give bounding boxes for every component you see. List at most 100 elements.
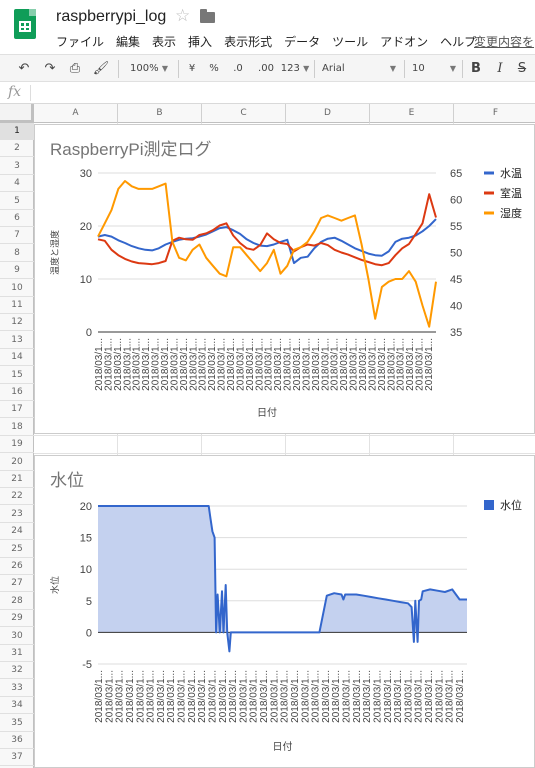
column-header-a[interactable]: A [34, 104, 118, 123]
row-header[interactable]: 21 [0, 471, 34, 488]
row-header[interactable]: 34 [0, 697, 34, 715]
undo-icon[interactable]: ↶ [18, 61, 30, 76]
x-tick-label: 2018/03/1... [311, 338, 322, 391]
folder-icon[interactable] [200, 9, 215, 23]
y-tick-label: 30 [80, 168, 92, 180]
row-header[interactable]: 36 [0, 732, 34, 749]
row-header[interactable]: 29 [0, 610, 34, 628]
row-header[interactable]: 22 [0, 488, 34, 506]
row-header[interactable]: 17 [0, 401, 34, 419]
y-tick-label: 5 [86, 596, 92, 608]
column-header-b[interactable]: B [118, 104, 202, 123]
column-header-e[interactable]: E [370, 104, 454, 123]
y-tick-label: 20 [80, 221, 92, 233]
menu-data[interactable]: データ [284, 35, 321, 49]
font-value: Arial [322, 63, 345, 74]
toolbar: ↶ ↷ ⎙ 🖌 100% ▼ ¥ % .0 .00 123 ▼ Arial ▼ 1… [0, 54, 535, 82]
chart-water-level[interactable]: 水位 -5 0 5 10 15 20 水位 日付 2018/03/1... 2018/03/1...… [34, 455, 535, 768]
row-header[interactable]: 7 [0, 227, 34, 245]
font-size-value: 10 [412, 63, 425, 74]
star-icon[interactable]: ☆ [175, 6, 191, 26]
more-formats-select[interactable]: 123 ▼ [280, 59, 310, 79]
decrease-decimal-button[interactable]: .0 [233, 63, 243, 74]
row-header[interactable]: 13 [0, 332, 34, 349]
row-header[interactable]: 12 [0, 314, 34, 332]
x-tick-label: 2018/03/1... [445, 670, 456, 723]
print-icon[interactable]: ⎙ [69, 61, 81, 76]
menu-format[interactable]: 表示形式 [224, 35, 273, 49]
row-header[interactable]: 23 [0, 506, 34, 523]
chart-title: RaspberryPi測定ログ [50, 140, 212, 159]
row-header[interactable]: 37 [0, 749, 34, 767]
row-header[interactable]: 25 [0, 541, 34, 558]
row-header[interactable]: 6 [0, 210, 34, 227]
row-header[interactable]: 30 [0, 628, 34, 645]
redo-icon[interactable]: ↷ [44, 61, 56, 76]
x-axis-title: 日付 [257, 406, 277, 419]
menu-edit[interactable]: 編集 [116, 35, 141, 49]
font-select[interactable]: Arial ▼ [322, 59, 400, 79]
row-header[interactable]: 35 [0, 715, 34, 732]
row-header[interactable]: 32 [0, 662, 34, 680]
row-header[interactable]: 11 [0, 297, 34, 314]
row-header[interactable]: 1 [0, 123, 34, 140]
menu-file[interactable]: ファイル [56, 35, 105, 49]
menubar: ファイル 編集 表示 挿入 表示形式 データ ツール アドオン ヘルプ [50, 31, 482, 52]
row-header[interactable]: 2 [0, 140, 34, 158]
select-all-corner[interactable] [0, 104, 34, 123]
increase-decimal-button[interactable]: .00 [258, 63, 274, 74]
x-tick-label: 2018/03/1... [245, 338, 256, 391]
menu-addons[interactable]: アドオン [380, 35, 429, 49]
column-header-c[interactable]: C [202, 104, 286, 123]
document-title[interactable]: raspberrypi_log [56, 8, 167, 25]
zoom-select[interactable]: 100% ▼ [124, 59, 174, 79]
row-header[interactable]: 8 [0, 245, 34, 262]
row-header[interactable]: 5 [0, 193, 34, 210]
bold-button[interactable]: B [471, 61, 481, 76]
paint-format-icon[interactable]: 🖌 [92, 61, 110, 76]
row-header[interactable]: 27 [0, 575, 34, 593]
save-status-link[interactable]: 変更内容を [474, 35, 535, 49]
x-tick-label: 2018/03/1... [238, 670, 249, 723]
row-header[interactable]: 26 [0, 558, 34, 575]
column-header-f[interactable]: F [454, 104, 535, 123]
zoom-value: 100% [130, 63, 159, 74]
row-header[interactable]: 14 [0, 349, 34, 367]
italic-button[interactable]: I [497, 61, 503, 76]
row-header[interactable]: 9 [0, 262, 34, 280]
row-header[interactable]: 33 [0, 680, 34, 697]
menu-insert[interactable]: 挿入 [188, 35, 213, 49]
y2-tick-label: 65 [450, 168, 462, 180]
row-headers: 1 2 3 4 5 6 7 8 9 10 11 12 13 14 15 16 17 18 19 20 21 22 23 24 2… [0, 123, 34, 768]
y-axis-title: 温度と湿度 [49, 230, 60, 275]
menu-tools[interactable]: ツール [332, 35, 369, 49]
menu-view[interactable]: 表示 [152, 35, 177, 49]
fx-icon: fx [8, 84, 22, 100]
chevron-down-icon: ▼ [449, 64, 456, 73]
sheets-logo-icon[interactable] [14, 9, 36, 39]
font-size-select[interactable]: 10 ▼ [412, 59, 460, 79]
row-header[interactable]: 18 [0, 419, 34, 436]
row-header[interactable]: 3 [0, 158, 34, 175]
currency-button[interactable]: ¥ [188, 63, 196, 74]
x-tick-label: 2018/03/1... [434, 670, 445, 723]
chart-measurement-log[interactable]: RaspberryPi測定ログ 0 10 20 30 35 40 45 50 55 60 65 温度と湿… [34, 124, 535, 434]
row-header[interactable]: 20 [0, 454, 34, 471]
row-header[interactable]: 10 [0, 280, 34, 297]
row-header[interactable]: 4 [0, 175, 34, 193]
menu-help[interactable]: ヘルプ [440, 35, 477, 49]
row-header[interactable]: 24 [0, 523, 34, 541]
x-tick-label: 2018/03/1... [292, 338, 303, 391]
legend-label: 湿度 [500, 206, 522, 220]
strikethrough-button[interactable]: S [517, 61, 527, 76]
y-tick-label: 15 [80, 533, 92, 545]
row-header[interactable]: 16 [0, 384, 34, 401]
column-header-d[interactable]: D [286, 104, 370, 123]
row-header[interactable]: 19 [0, 436, 34, 454]
percent-button[interactable]: % [209, 63, 219, 74]
row-header[interactable]: 28 [0, 593, 34, 610]
x-tick-label: 2018/03/1... [455, 670, 466, 723]
y2-tick-label: 60 [450, 195, 462, 207]
row-header[interactable]: 15 [0, 367, 34, 384]
row-header[interactable]: 31 [0, 645, 34, 662]
